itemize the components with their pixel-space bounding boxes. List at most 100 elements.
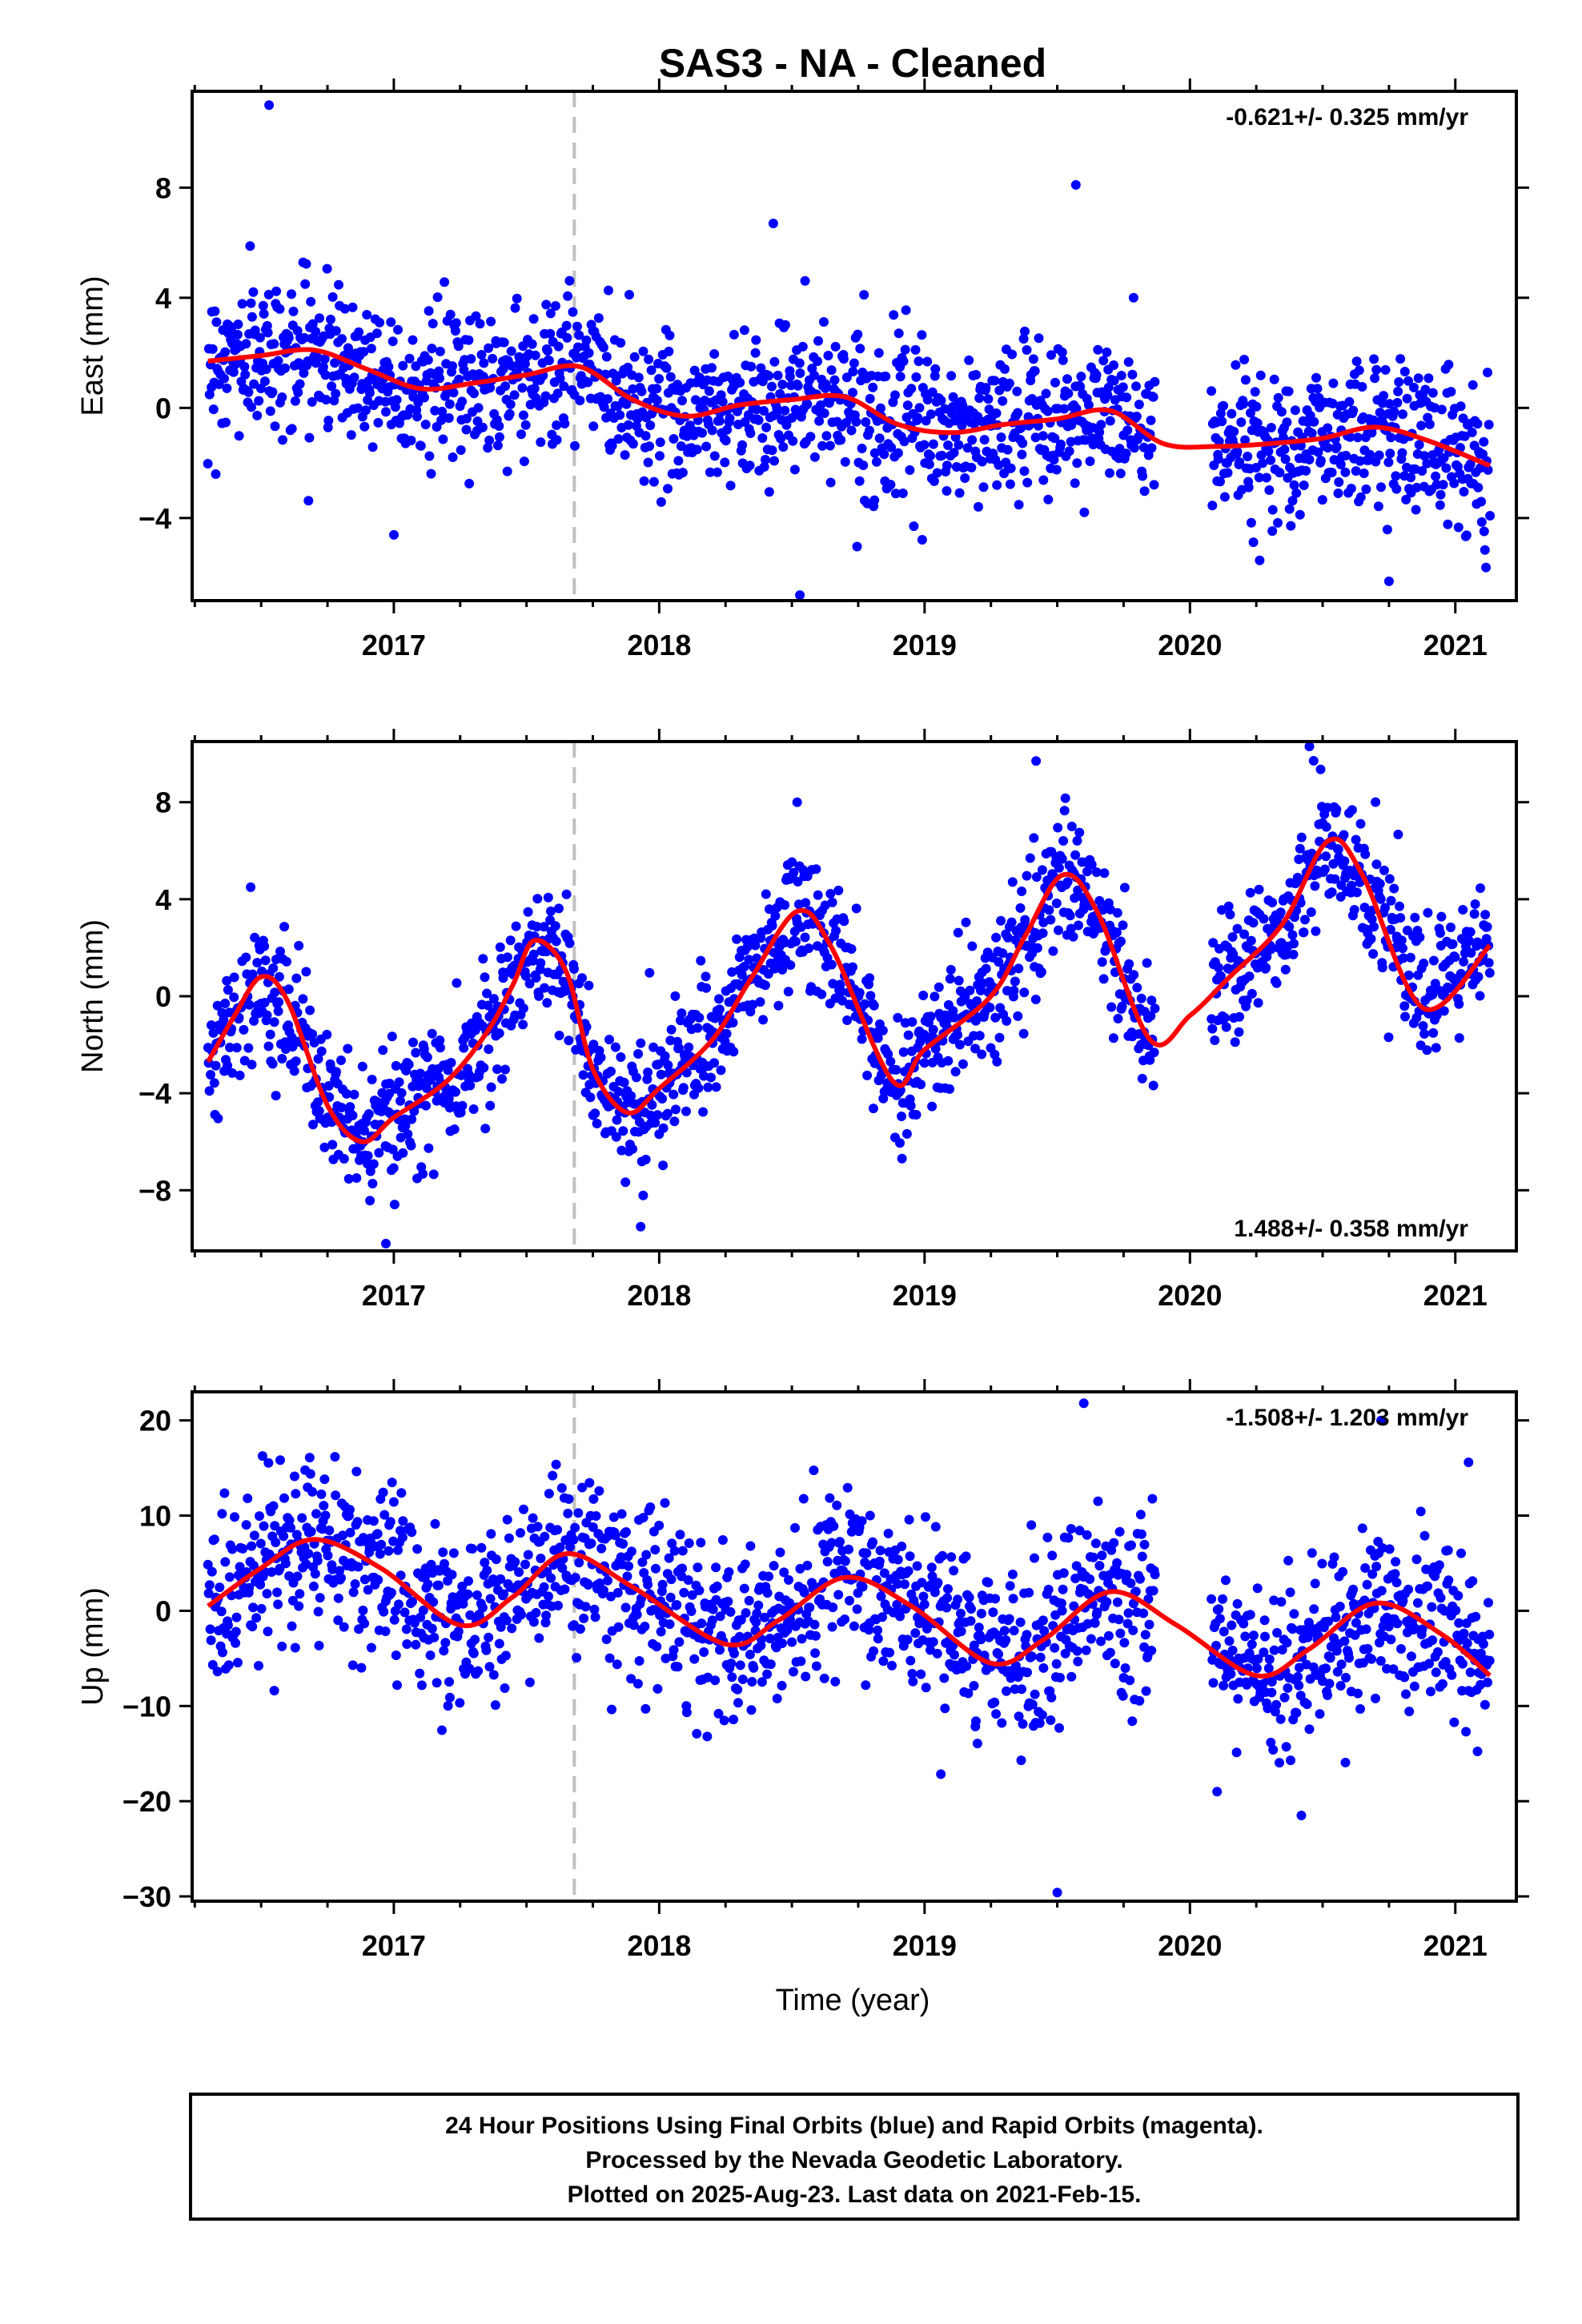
up-data-point bbox=[1146, 1646, 1157, 1655]
north-data-point bbox=[1208, 938, 1219, 948]
up-data-point bbox=[219, 1488, 230, 1498]
east-data-point bbox=[994, 385, 1005, 396]
up-data-point bbox=[608, 1512, 619, 1522]
east-data-point bbox=[245, 241, 255, 251]
up-data-point bbox=[656, 1626, 666, 1637]
north-data-point bbox=[934, 982, 944, 992]
north-data-point bbox=[1057, 854, 1067, 864]
north-data-point bbox=[1097, 957, 1107, 967]
footer-line-1: 24 Hour Positions Using Final Orbits (bl… bbox=[445, 2113, 1263, 2139]
east-data-point bbox=[1022, 477, 1033, 488]
up-data-point bbox=[1361, 1624, 1371, 1634]
north-data-point bbox=[235, 1070, 245, 1080]
east-data-point bbox=[327, 381, 337, 392]
east-data-point bbox=[307, 396, 317, 407]
north-data-point bbox=[421, 1100, 431, 1111]
up-data-point bbox=[1417, 1624, 1427, 1634]
north-data-point bbox=[674, 1043, 685, 1053]
east-data-point bbox=[1122, 392, 1132, 403]
up-data-point bbox=[1421, 1564, 1431, 1574]
north-data-point bbox=[693, 1083, 704, 1093]
east-data-point bbox=[1219, 492, 1230, 502]
east-data-point bbox=[958, 400, 968, 411]
east-data-point bbox=[802, 400, 813, 409]
up-data-point bbox=[787, 1637, 797, 1647]
east-data-point bbox=[435, 373, 444, 384]
up-data-point bbox=[1022, 1667, 1032, 1678]
north-data-point bbox=[1124, 959, 1134, 969]
east-data-point bbox=[829, 375, 840, 385]
east-data-point bbox=[221, 417, 231, 428]
up-data-point bbox=[284, 1515, 295, 1526]
north-data-point bbox=[282, 956, 291, 967]
up-data-point bbox=[247, 1622, 258, 1632]
up-data-point bbox=[1135, 1510, 1146, 1520]
up-data-point bbox=[1110, 1659, 1120, 1669]
up-data-point bbox=[926, 1562, 937, 1573]
east-data-point bbox=[865, 393, 875, 404]
east-data-point bbox=[432, 292, 443, 303]
north-data-point bbox=[1150, 1003, 1160, 1014]
up-data-point bbox=[874, 1556, 885, 1566]
up-data-point bbox=[295, 1589, 305, 1599]
up-data-point bbox=[412, 1544, 423, 1554]
east-data-point bbox=[261, 364, 271, 374]
east-data-point bbox=[1146, 443, 1157, 453]
north-data-point bbox=[406, 1140, 416, 1151]
up-data-point bbox=[351, 1466, 362, 1477]
east-data-point bbox=[1351, 356, 1362, 367]
north-data-point bbox=[336, 1103, 347, 1112]
east-data-point bbox=[869, 448, 880, 458]
north-data-point bbox=[1009, 986, 1019, 995]
up-data-point bbox=[1335, 1681, 1346, 1691]
up-data-point bbox=[733, 1698, 743, 1708]
up-data-point bbox=[840, 1614, 850, 1624]
east-data-point bbox=[1240, 435, 1251, 445]
east-data-point bbox=[494, 421, 504, 431]
north-data-point bbox=[644, 967, 655, 978]
up-data-point bbox=[976, 1608, 986, 1618]
east-data-point bbox=[1375, 408, 1385, 418]
north-data-point bbox=[365, 1196, 375, 1206]
up-data-point bbox=[1137, 1551, 1147, 1562]
up-data-point bbox=[268, 1501, 279, 1511]
north-data-point bbox=[848, 962, 857, 972]
east-data-point bbox=[983, 394, 994, 404]
east-data-point bbox=[789, 464, 800, 475]
up-data-point bbox=[868, 1537, 877, 1547]
up-data-point bbox=[217, 1509, 227, 1519]
north-data-point bbox=[1244, 971, 1255, 982]
north-data-point bbox=[1044, 905, 1054, 915]
up-outlier-point bbox=[1376, 1415, 1386, 1425]
north-data-point bbox=[252, 958, 263, 968]
up-data-point bbox=[1015, 1617, 1026, 1627]
up-data-point bbox=[394, 1599, 404, 1610]
east-data-point bbox=[857, 444, 867, 453]
up-data-point bbox=[726, 1659, 737, 1669]
up-data-point bbox=[1030, 1553, 1039, 1563]
north-data-point bbox=[613, 1087, 624, 1097]
up-data-point bbox=[1476, 1648, 1486, 1659]
east-data-point bbox=[219, 373, 229, 384]
up-data-point bbox=[1392, 1618, 1403, 1629]
north-data-point bbox=[404, 1059, 414, 1070]
north-data-point bbox=[755, 997, 765, 1007]
north-data-point bbox=[270, 987, 280, 998]
east-data-point bbox=[1416, 420, 1427, 431]
north-data-point bbox=[307, 1029, 318, 1039]
east-data-point bbox=[1479, 526, 1489, 537]
east-data-point bbox=[1406, 472, 1416, 483]
east-data-point bbox=[1290, 405, 1300, 416]
up-data-point bbox=[798, 1494, 809, 1504]
up-data-point bbox=[491, 1554, 501, 1565]
up-data-point bbox=[749, 1663, 759, 1673]
north-data-point bbox=[581, 1022, 592, 1032]
up-data-point bbox=[1269, 1595, 1279, 1606]
north-data-point bbox=[1235, 1011, 1245, 1022]
north-data-point bbox=[274, 997, 284, 1007]
north-data-point bbox=[660, 1051, 670, 1061]
up-data-point bbox=[918, 1591, 929, 1602]
up-data-point bbox=[677, 1546, 688, 1556]
up-data-point bbox=[303, 1549, 314, 1558]
east-data-point bbox=[278, 435, 287, 445]
